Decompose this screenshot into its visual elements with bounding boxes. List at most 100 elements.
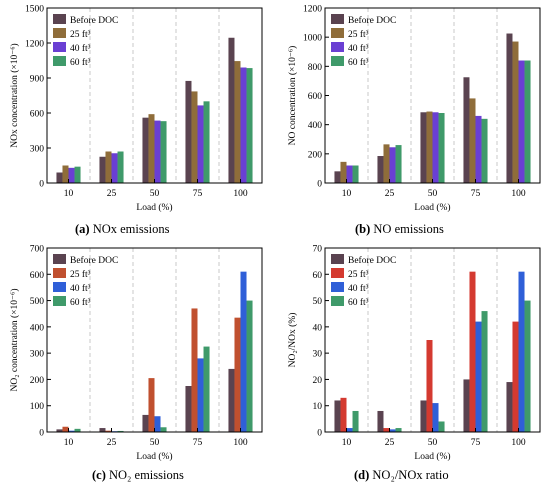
panel-c-bar bbox=[154, 416, 161, 432]
panel-d-bar bbox=[438, 421, 445, 432]
panel-b-legend-label: Before DOC bbox=[348, 15, 396, 26]
panel-d-bar bbox=[334, 400, 341, 432]
panel-d-bar bbox=[475, 321, 482, 432]
panel-a-bar bbox=[246, 68, 253, 183]
panel-d-bar bbox=[383, 428, 390, 432]
panel-a-ytick-label: 600 bbox=[30, 110, 45, 120]
panel-b-bar bbox=[469, 98, 476, 183]
panel-d-bar bbox=[426, 340, 433, 432]
caption-b: (b) NO emissions bbox=[355, 222, 444, 236]
panel-b-bar bbox=[352, 165, 359, 183]
panel-b-bar bbox=[512, 41, 519, 183]
panel-b-ylabel: NO concentration (×10⁻⁶) bbox=[287, 46, 298, 146]
panel-d-bar bbox=[389, 429, 396, 432]
panel-c-xlabel: Load (%) bbox=[136, 451, 172, 462]
panel-d-legend-label: 60 ft³ bbox=[348, 297, 369, 308]
panel-c-legend-label: 60 ft³ bbox=[70, 297, 91, 308]
panel-b-xtick-label: 100 bbox=[511, 189, 526, 199]
panel-d-xtick-label: 10 bbox=[342, 438, 352, 448]
panel-c-bar bbox=[234, 317, 241, 432]
panel-c-legend-swatch bbox=[53, 296, 66, 306]
panel-a-legend-swatch bbox=[53, 28, 66, 38]
panel-c-legend-swatch bbox=[53, 268, 66, 278]
panel-a-bar bbox=[197, 105, 204, 183]
panel-a-bar bbox=[74, 166, 81, 183]
panel-d-legend-swatch bbox=[331, 282, 344, 292]
panel-d-bar bbox=[469, 271, 476, 432]
panel-d-xlabel: Load (%) bbox=[414, 451, 450, 462]
panel-a-bar bbox=[228, 37, 235, 183]
panel-d-ytick-label: 30 bbox=[313, 350, 323, 360]
panel-b-bar bbox=[481, 118, 488, 183]
panel-a-bar bbox=[117, 151, 124, 183]
panel-a-xtick-label: 25 bbox=[107, 189, 117, 199]
panel-b-bar bbox=[463, 77, 470, 183]
panel-a-bar bbox=[99, 156, 106, 183]
panel-c-bar bbox=[117, 430, 124, 432]
panel-c-ytick-label: 300 bbox=[30, 350, 45, 360]
panel-d-bar bbox=[340, 397, 347, 432]
panel-d-bar bbox=[352, 410, 359, 432]
panel-a-xtick-label: 75 bbox=[193, 189, 203, 199]
panel-a-bar bbox=[105, 151, 112, 183]
panel-b-xtick-label: 25 bbox=[385, 189, 395, 199]
panel-d-bar bbox=[463, 379, 470, 432]
panel-b-legend-label: 40 ft³ bbox=[348, 43, 369, 54]
panel-c-ytick-label: 500 bbox=[30, 297, 45, 307]
panel-a-xtick-label: 100 bbox=[233, 189, 248, 199]
panel-a-ytick-label: 1500 bbox=[25, 5, 44, 15]
panel-c-legend-swatch bbox=[53, 254, 66, 264]
panel-b-legend-swatch bbox=[331, 28, 344, 38]
panel-d-bar bbox=[377, 410, 384, 432]
panel-b-bar bbox=[389, 147, 396, 183]
panel-c-xtick-label: 25 bbox=[107, 438, 117, 448]
panel-b-legend-swatch bbox=[331, 56, 344, 66]
panel-c-bar bbox=[185, 386, 192, 432]
panel-b-bar bbox=[340, 161, 347, 183]
panel-c-bar bbox=[99, 428, 106, 432]
panel-d-legend-swatch bbox=[331, 268, 344, 278]
panel-b-ytick-label: 1200 bbox=[303, 5, 322, 15]
panel-c-ytick-label: 0 bbox=[39, 429, 44, 439]
panel-b-bar bbox=[334, 171, 341, 183]
panel-d-ytick-label: 50 bbox=[313, 297, 323, 307]
panel-d-legend-label: 40 ft³ bbox=[348, 283, 369, 294]
panel-b-bar bbox=[506, 33, 513, 184]
panel-b-bar bbox=[377, 156, 384, 183]
panel-a-legend-label: 60 ft³ bbox=[70, 57, 91, 68]
panel-d-xtick-label: 100 bbox=[511, 438, 526, 448]
panel-d-bar bbox=[506, 382, 513, 432]
panel-c-bar bbox=[105, 430, 112, 432]
panel-c-ytick-label: 400 bbox=[30, 323, 45, 333]
panel-a-ytick-label: 300 bbox=[30, 145, 45, 155]
panel-b-ytick-label: 1000 bbox=[303, 34, 322, 44]
panel-b-legend-swatch bbox=[331, 14, 344, 24]
panel-b-ytick-label: 200 bbox=[308, 150, 323, 160]
panel-d-bar bbox=[346, 428, 353, 432]
panel-a-legend-swatch bbox=[53, 14, 66, 24]
panel-c-bar bbox=[197, 358, 204, 432]
panel-b-xtick-label: 10 bbox=[342, 189, 352, 199]
panel-a-bar bbox=[56, 172, 63, 183]
panel-d-ylabel: NO₂/NOx (%) bbox=[287, 313, 298, 368]
panel-d-legend-label: 25 ft³ bbox=[348, 269, 369, 280]
caption-a: (a) NOx emissions bbox=[75, 222, 170, 236]
panel-c-legend-label: 25 ft³ bbox=[70, 269, 91, 280]
panel-a-bar bbox=[185, 80, 192, 183]
panel-c-bar bbox=[142, 414, 149, 432]
panel-c-xtick-label: 75 bbox=[193, 438, 203, 448]
panel-b-bar bbox=[426, 111, 433, 183]
panel-b-bar bbox=[395, 145, 402, 183]
panel-d-bar bbox=[395, 428, 402, 432]
panel-a-ytick-label: 0 bbox=[39, 180, 44, 190]
panel-b-bar bbox=[383, 144, 390, 183]
panel-d-legend-swatch bbox=[331, 254, 344, 264]
panel-b-bar bbox=[420, 112, 427, 183]
panel-c-bar bbox=[148, 378, 155, 432]
panel-b-bar bbox=[432, 112, 439, 183]
panel-c-bar bbox=[246, 300, 253, 432]
panel-d-bar bbox=[518, 271, 525, 432]
panel-c-bar bbox=[74, 428, 81, 432]
panel-b-bar bbox=[524, 60, 531, 183]
